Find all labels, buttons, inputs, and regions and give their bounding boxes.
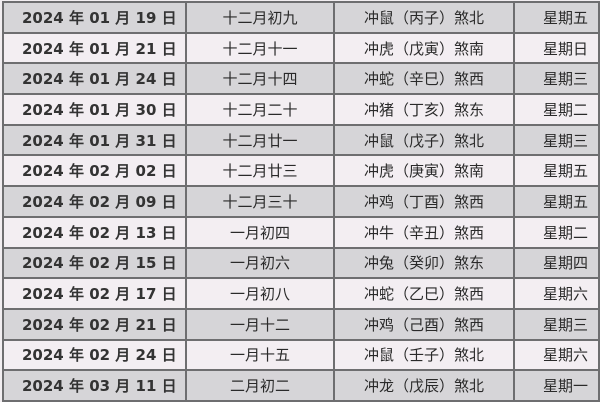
table-row: 2024 年 02 月 24 日一月十五 冲鼠（壬子）煞北 星期六 bbox=[2, 338, 600, 372]
weekday-cell: 星期三 bbox=[513, 62, 600, 96]
table-row: 2024 年 02 月 15 日一月初六 冲兔（癸卯）煞东 星期四 bbox=[2, 246, 600, 280]
date-cell: 2024 年 02 月 21 日 bbox=[2, 307, 187, 341]
table-row: 2024 年 01 月 30 日十二月二十 冲猪（丁亥）煞东 星期二 bbox=[2, 93, 600, 126]
date-cell: 2024 年 03 月 11 日 bbox=[2, 369, 187, 402]
weekday-cell: 星期四 bbox=[513, 246, 600, 280]
lunar-date-cell: 十二月三十 bbox=[185, 185, 335, 218]
date-cell: 2024 年 01 月 30 日 bbox=[2, 93, 187, 126]
clash-cell: 冲龙（戊辰）煞北 bbox=[333, 369, 515, 402]
clash-cell: 冲蛇（辛巳）煞西 bbox=[333, 62, 515, 96]
weekday-cell: 星期五 bbox=[513, 1, 600, 34]
lunar-date-cell: 二月初二 bbox=[185, 369, 335, 402]
table-row: 2024 年 03 月 11 日二月初二 冲龙（戊辰）煞北 星期一 bbox=[2, 369, 600, 402]
weekday-cell: 星期日 bbox=[513, 31, 600, 65]
date-cell: 2024 年 01 月 21 日 bbox=[2, 31, 187, 65]
weekday-cell: 星期三 bbox=[513, 307, 600, 341]
lunar-date-cell: 一月初六 bbox=[185, 246, 335, 280]
date-cell: 2024 年 02 月 09 日 bbox=[2, 185, 187, 218]
date-cell: 2024 年 02 月 02 日 bbox=[2, 154, 187, 188]
clash-cell: 冲猪（丁亥）煞东 bbox=[333, 93, 515, 126]
clash-cell: 冲兔（癸卯）煞东 bbox=[333, 246, 515, 280]
clash-cell: 冲鸡（己酉）煞西 bbox=[333, 307, 515, 341]
weekday-cell: 星期二 bbox=[513, 215, 600, 249]
clash-cell: 冲鼠（戊子）煞北 bbox=[333, 123, 515, 157]
table-row: 2024 年 01 月 21 日十二月十一 冲虎（戊寅）煞南 星期日 bbox=[2, 31, 600, 65]
date-cell: 2024 年 02 月 15 日 bbox=[2, 246, 187, 280]
clash-cell: 冲鼠（丙子）煞北 bbox=[333, 1, 515, 34]
lunar-date-cell: 十二月廿三 bbox=[185, 154, 335, 188]
table-row: 2024 年 02 月 13 日一月初四 冲牛（辛丑）煞西 星期二 bbox=[2, 215, 600, 249]
table-row: 2024 年 01 月 31 日十二月廿一 冲鼠（戊子）煞北 星期三 bbox=[2, 123, 600, 157]
clash-cell: 冲鸡（丁酉）煞西 bbox=[333, 185, 515, 218]
table-row: 2024 年 02 月 17 日一月初八 冲蛇（乙巳）煞西 星期六 bbox=[2, 277, 600, 310]
weekday-cell: 星期二 bbox=[513, 93, 600, 126]
lunar-date-cell: 十二月十一 bbox=[185, 31, 335, 65]
weekday-cell: 星期五 bbox=[513, 154, 600, 188]
table-row: 2024 年 02 月 09 日十二月三十 冲鸡（丁酉）煞西 星期五 bbox=[2, 185, 600, 218]
date-cell: 2024 年 01 月 24 日 bbox=[2, 62, 187, 96]
table-row: 2024 年 02 月 21 日一月十二 冲鸡（己酉）煞西 星期三 bbox=[2, 307, 600, 341]
date-cell: 2024 年 01 月 19 日 bbox=[2, 1, 187, 34]
date-cell: 2024 年 02 月 13 日 bbox=[2, 215, 187, 249]
lunar-date-cell: 十二月十四 bbox=[185, 62, 335, 96]
date-cell: 2024 年 01 月 31 日 bbox=[2, 123, 187, 157]
lunar-date-cell: 一月初四 bbox=[185, 215, 335, 249]
weekday-cell: 星期六 bbox=[513, 277, 600, 310]
lunar-date-cell: 一月初八 bbox=[185, 277, 335, 310]
lunar-date-cell: 十二月廿一 bbox=[185, 123, 335, 157]
lunar-date-cell: 一月十五 bbox=[185, 338, 335, 372]
date-cell: 2024 年 02 月 17 日 bbox=[2, 277, 187, 310]
weekday-cell: 星期六 bbox=[513, 338, 600, 372]
weekday-cell: 星期三 bbox=[513, 123, 600, 157]
clash-cell: 冲虎（戊寅）煞南 bbox=[333, 31, 515, 65]
table-row: 2024 年 02 月 02 日十二月廿三 冲虎（庚寅）煞南 星期五 bbox=[2, 154, 600, 188]
lunar-date-cell: 一月十二 bbox=[185, 307, 335, 341]
lunar-date-cell: 十二月初九 bbox=[185, 1, 335, 34]
clash-cell: 冲蛇（乙巳）煞西 bbox=[333, 277, 515, 310]
weekday-cell: 星期一 bbox=[513, 369, 600, 402]
lunar-date-cell: 十二月二十 bbox=[185, 93, 335, 126]
clash-cell: 冲牛（辛丑）煞西 bbox=[333, 215, 515, 249]
clash-cell: 冲鼠（壬子）煞北 bbox=[333, 338, 515, 372]
table-row: 2024 年 01 月 24 日十二月十四 冲蛇（辛巳）煞西 星期三 bbox=[2, 62, 600, 96]
weekday-cell: 星期五 bbox=[513, 185, 600, 218]
clash-cell: 冲虎（庚寅）煞南 bbox=[333, 154, 515, 188]
table-row: 2024 年 01 月 19 日十二月初九 冲鼠（丙子）煞北 星期五 bbox=[2, 1, 600, 34]
date-cell: 2024 年 02 月 24 日 bbox=[2, 338, 187, 372]
